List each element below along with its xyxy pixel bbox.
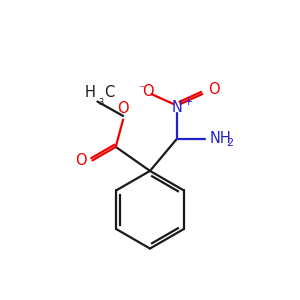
Text: NH: NH bbox=[210, 131, 232, 146]
Text: O: O bbox=[76, 153, 87, 168]
Text: O: O bbox=[117, 100, 129, 116]
Text: H: H bbox=[85, 85, 96, 100]
Text: +: + bbox=[183, 97, 193, 107]
Text: N: N bbox=[171, 100, 182, 115]
Text: ⁻: ⁻ bbox=[138, 84, 145, 97]
Text: O: O bbox=[142, 85, 153, 100]
Text: 2: 2 bbox=[226, 138, 233, 148]
Text: C: C bbox=[104, 85, 114, 100]
Text: O: O bbox=[208, 82, 220, 97]
Text: $\mathregular{_3}$: $\mathregular{_3}$ bbox=[98, 95, 104, 108]
